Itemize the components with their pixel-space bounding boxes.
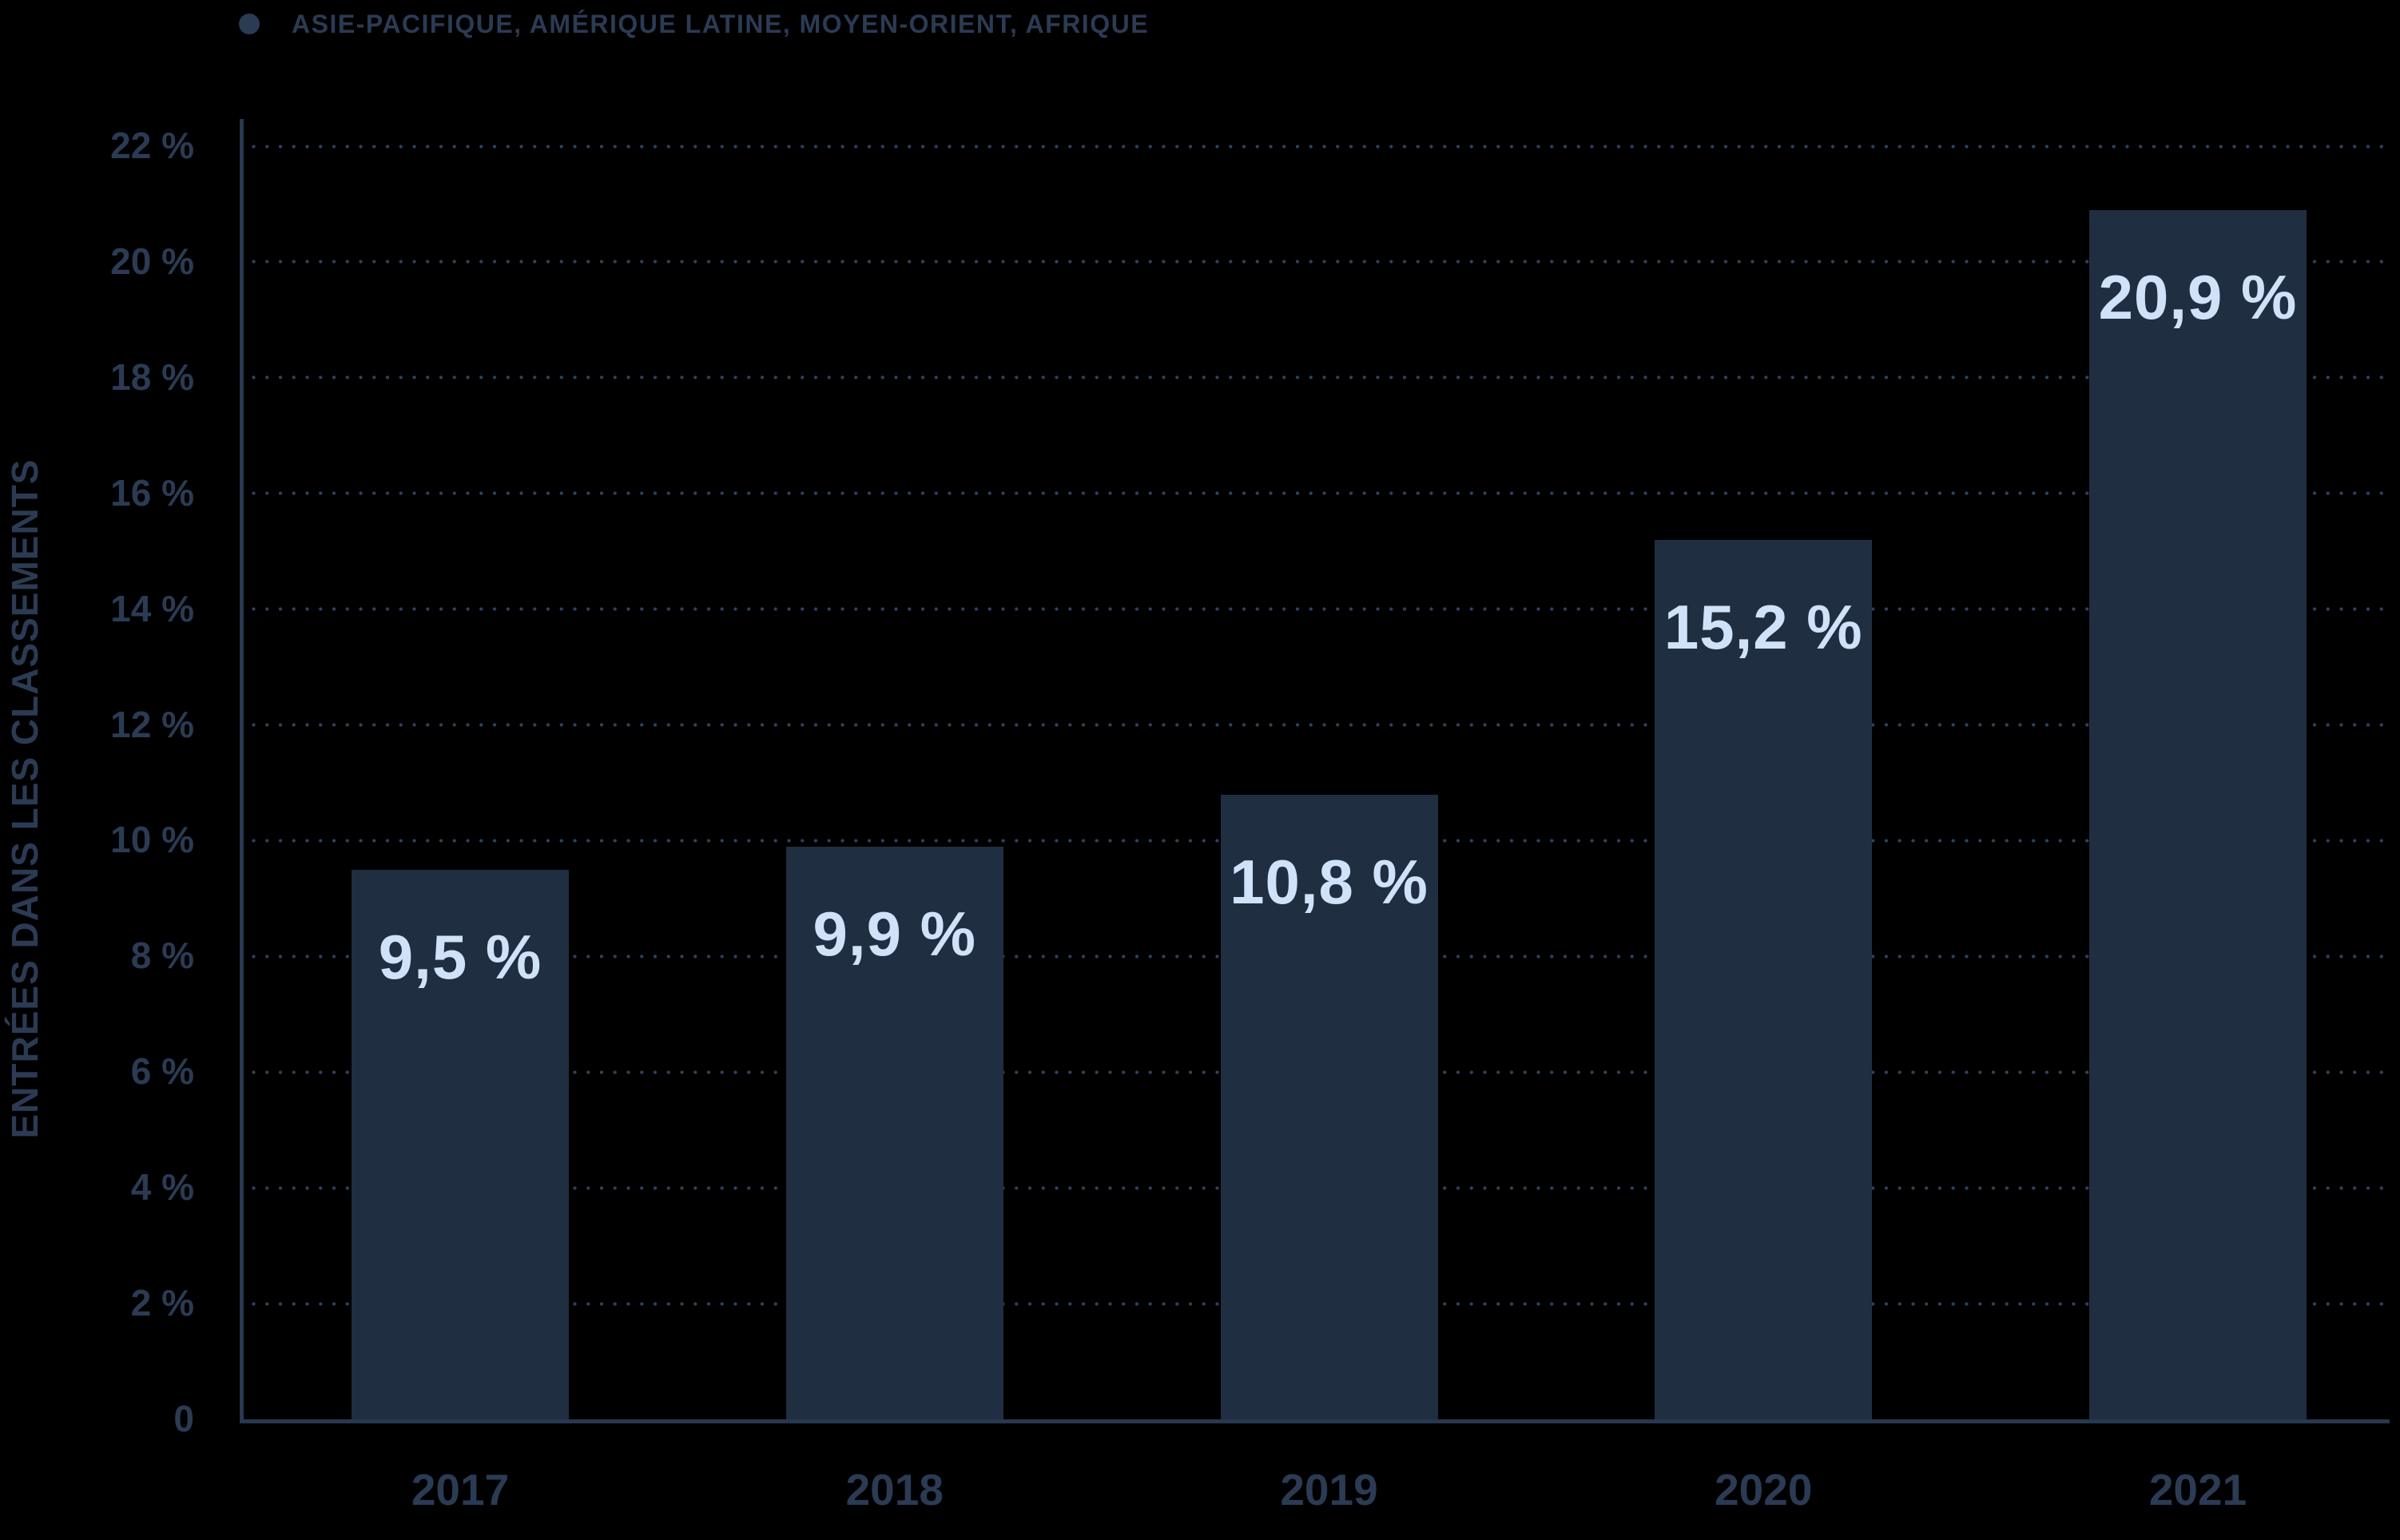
y-tick-label: 2 % (130, 1282, 194, 1324)
bar-value-label: 9,9 % (813, 898, 976, 969)
gridline (252, 144, 2390, 149)
bar-2021: 20,9 % (2089, 209, 2307, 1419)
x-tick-label: 2019 (1280, 1465, 1378, 1514)
bar-value-label: 15,2 % (1663, 591, 1863, 662)
gridline (252, 723, 2390, 728)
bar-value-label: 9,5 % (378, 921, 542, 992)
y-tick-label: 0 (173, 1398, 194, 1439)
y-tick-label: 14 % (110, 587, 194, 629)
y-axis-ticks: 0 2 % 4 % 6 % 8 % 10 % 12 % 14 % 16 % 18 % 20 % 22 … (0, 119, 194, 1439)
plot-area: 9,5 % 2017 9,9 % 2018 10,8 % 2019 15,2 % 2020 20… (240, 119, 2390, 1512)
y-tick-label: 4 % (130, 1166, 194, 1209)
y-tick-label: 8 % (130, 935, 194, 977)
x-tick-label: 2021 (2148, 1465, 2247, 1514)
legend-label: ASIE-PACIFIQUE, AMÉRIQUE LATINE, MOYEN-O… (292, 9, 1150, 38)
gridline (252, 375, 2390, 380)
y-tick-label: 18 % (110, 355, 194, 398)
bar-2017: 9,5 % (352, 869, 569, 1419)
y-tick-label: 12 % (110, 703, 194, 745)
y-tick-label: 6 % (130, 1050, 194, 1093)
legend-dot-icon (239, 14, 260, 34)
bar-2018: 9,9 % (785, 846, 1003, 1419)
x-tick-label: 2017 (411, 1465, 510, 1514)
gridline (252, 260, 2390, 264)
bar-2020: 15,2 % (1655, 539, 1873, 1419)
x-tick-label: 2018 (845, 1465, 944, 1514)
y-tick-label: 16 % (110, 471, 194, 514)
bar-value-label: 10,8 % (1230, 846, 1428, 917)
gridline (252, 607, 2390, 612)
bar-2019: 10,8 % (1220, 794, 1438, 1419)
bar-value-label: 20,9 % (2098, 261, 2298, 332)
legend: ASIE-PACIFIQUE, AMÉRIQUE LATINE, MOYEN-O… (239, 6, 1149, 42)
y-tick-label: 22 % (110, 125, 194, 166)
y-tick-label: 20 % (110, 240, 194, 282)
x-tick-label: 2020 (1715, 1465, 1813, 1514)
gridline (252, 491, 2390, 496)
y-tick-label: 10 % (110, 819, 194, 861)
